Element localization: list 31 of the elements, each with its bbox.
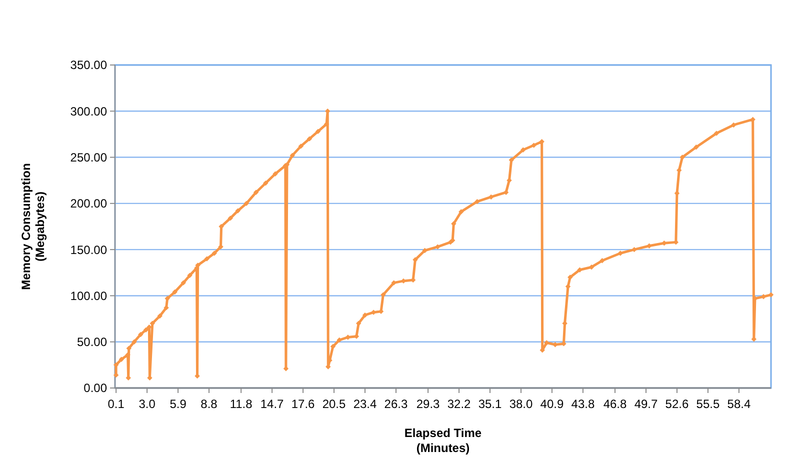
y-tick-label: 100.00 (70, 288, 108, 303)
x-tick-label: 58.4 (727, 397, 751, 411)
y-tick-label: 50.00 (76, 335, 108, 350)
x-tick-label: 0.1 (108, 397, 125, 411)
x-tick-label: 8.8 (200, 397, 218, 411)
x-tick-label: 17.6 (291, 397, 316, 411)
y-axis-title: Memory Consumption (Megabytes) (19, 163, 47, 290)
x-tick-label: 23.4 (353, 397, 378, 411)
x-tick-label: 52.6 (665, 397, 689, 411)
x-tick-label: 46.8 (603, 397, 628, 411)
y-tick-label: 250.00 (70, 150, 108, 164)
x-tick-label: 38.0 (509, 397, 533, 411)
y-tick-label: 150.00 (70, 242, 108, 257)
x-tick-label: 11.8 (230, 397, 253, 411)
x-tick-label: 32.2 (447, 397, 472, 411)
y-tick-label: 300.00 (70, 104, 108, 118)
y-tick-label: 200.00 (70, 196, 108, 211)
x-tick-label: 55.5 (696, 397, 720, 411)
x-tick-label: 43.8 (571, 397, 595, 411)
x-tick-label: 26.3 (384, 397, 408, 411)
y-tick-label: 0.00 (84, 381, 108, 396)
x-tick-label: 3.0 (138, 397, 156, 411)
x-tick-label: 20.5 (322, 397, 346, 411)
x-tick-label: 40.9 (540, 397, 564, 411)
x-tick-label: 5.9 (170, 397, 187, 411)
x-tick-label: 29.3 (416, 397, 440, 411)
x-axis-title: Elapsed Time (Minutes) (404, 426, 482, 455)
x-tick-label: 14.7 (260, 397, 284, 411)
x-tick-label: 49.7 (634, 397, 658, 411)
y-tick-label: 350.00 (70, 58, 108, 72)
x-tick-label: 35.1 (478, 397, 502, 411)
